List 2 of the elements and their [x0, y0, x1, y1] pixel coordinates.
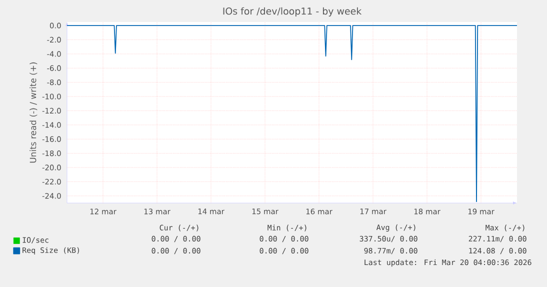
chart-title: IOs for /dev/loop11 - by week	[223, 7, 362, 16]
y-axis-title: Units read (-) / write (+)	[30, 62, 38, 163]
